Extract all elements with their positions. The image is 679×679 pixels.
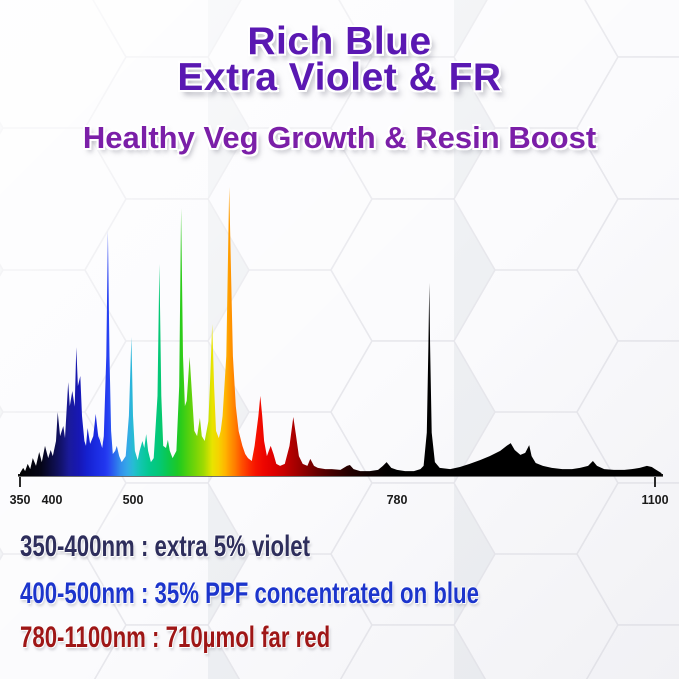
page-subtitle: Healthy Veg Growth & Resin Boost	[82, 120, 597, 155]
tick-label-780: 780	[387, 493, 408, 507]
page-title: Rich Blue Extra Violet & FR	[0, 20, 679, 99]
note-blue: 400-500nm : 35% PPF concentrated on blue	[20, 577, 479, 610]
x-axis-ticks: 350 400 500 780 1100	[10, 477, 669, 507]
tick-label-500: 500	[123, 493, 144, 507]
spectrum-area	[20, 187, 662, 476]
note-far-red: 780-1100nm : 710µmol far red	[20, 621, 331, 654]
title-line-1: Rich Blue	[247, 20, 432, 63]
title-line-2: Extra Violet & FR	[177, 56, 502, 99]
tick-label-400: 400	[42, 493, 63, 507]
note-violet: 350-400nm : extra 5% violet	[20, 530, 310, 563]
tick-label-350: 350	[10, 493, 31, 507]
tick-label-1100: 1100	[641, 493, 668, 507]
